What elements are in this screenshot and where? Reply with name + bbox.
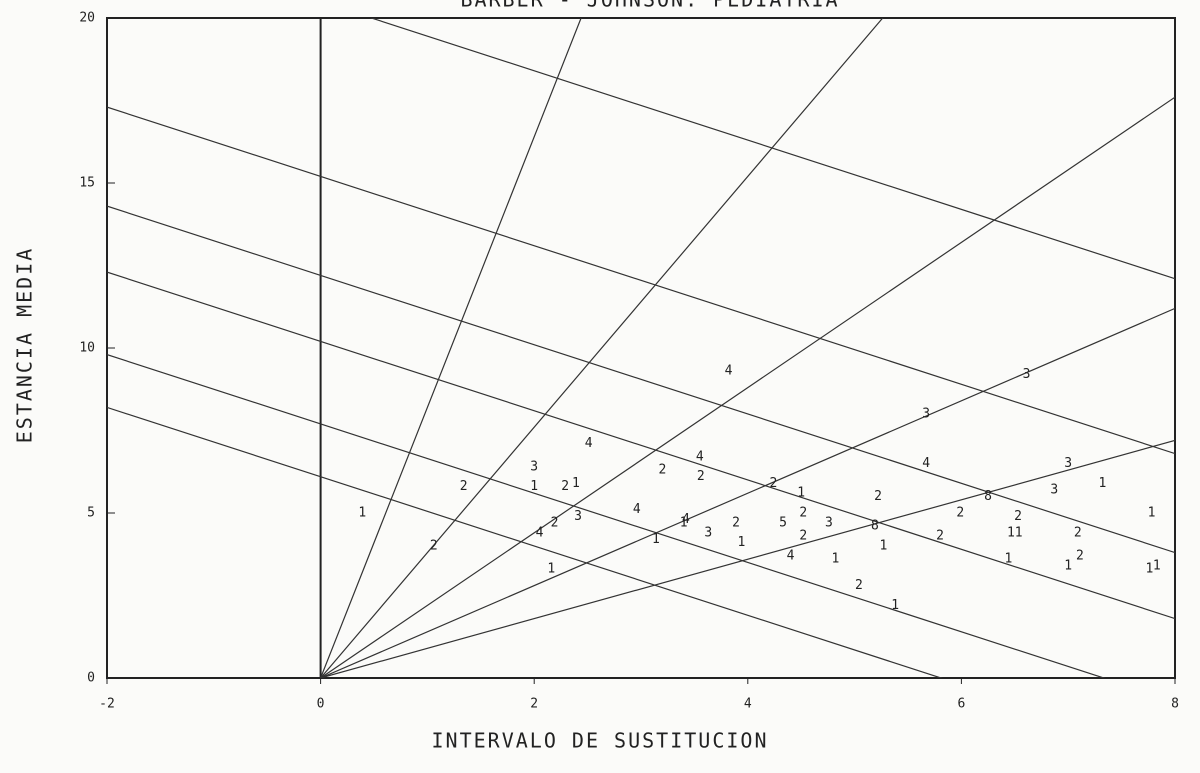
point-count: 1 [530,479,538,494]
y-tick-label: 0 [87,671,95,686]
point-count: 2 [799,529,807,544]
x-tick-label: 4 [744,697,752,712]
point-count: 3 [825,515,833,530]
x-tick-label: 6 [957,697,965,712]
point-count: 1 [572,476,580,491]
y-axis-label: ESTANCIA MEDIA [13,247,37,444]
point-count: 1 [358,506,366,521]
point-count: 8 [984,489,992,504]
point-count: 1 [1148,506,1156,521]
x-tick-label: -2 [99,697,115,712]
point-count: 1 [680,515,688,530]
point-count: 1 [1153,558,1161,573]
y-tick-label: 10 [79,341,95,356]
point-count: 3 [1064,456,1072,471]
y-tick-label: 20 [79,11,95,26]
point-count: 4 [585,436,593,451]
turnover-line [107,354,1106,678]
point-count: 1 [737,535,745,550]
turnover-line [107,406,944,678]
point-count: 2 [1074,525,1082,540]
point-count: 2 [874,489,882,504]
point-count: 3 [574,509,582,524]
point-count: 2 [1076,548,1084,563]
point-count: 2 [1014,509,1022,524]
point-count: 5 [779,515,787,530]
plot-frame [106,17,1176,679]
point-count: 4 [633,502,641,517]
point-count: 4 [725,364,733,379]
point-count: 2 [732,515,740,530]
x-tick-label: 0 [317,697,325,712]
point-count: 2 [460,479,468,494]
point-count: 1 [1004,552,1012,567]
point-count: 4 [682,512,690,527]
y-tick-label: 15 [79,176,95,191]
point-count: 1 [1098,476,1106,491]
point-count: 3 [704,525,712,540]
point-count: 2 [936,529,944,544]
x-axis-label: INTERVALO DE SUSTITUCION [432,729,769,753]
point-count: 3 [530,459,538,474]
point-count: 2 [697,469,705,484]
turnover-line [107,205,1175,554]
point-count: 2 [855,578,863,593]
x-tick-label: 8 [1171,697,1179,712]
point-count: 2 [956,506,964,521]
y-tick-label: 5 [87,506,95,521]
occupancy-line [320,439,1175,678]
point-count: 8 [871,519,879,534]
point-count: 11 [1007,525,1023,540]
point-count: 2 [799,506,807,521]
point-count: 1 [797,486,805,501]
point-count: 1 [891,598,899,613]
point-count: 4 [536,525,544,540]
occupancy-line [320,18,582,678]
point-count: 2 [658,463,666,478]
point-count: 4 [922,456,930,471]
point-count: 1 [1064,558,1072,573]
point-count: 1 [547,562,555,577]
point-count: 3 [1050,482,1058,497]
chart-title: BARBER - JOHNSON: PEDIATRIA [460,0,839,12]
point-count: 2 [770,476,778,491]
reference-lines [107,18,1175,678]
x-tick-label: 2 [530,697,538,712]
point-count: 3 [1023,367,1031,382]
point-count: 1 [652,532,660,547]
point-count: 2 [430,539,438,554]
point-count: 4 [787,548,795,563]
turnover-line [107,271,1175,620]
point-count: 1 [1145,562,1153,577]
turnover-line [369,18,1175,280]
point-count: 4 [696,449,704,464]
occupancy-line [320,307,1175,678]
occupancy-line [320,18,884,678]
point-count: 1 [880,539,888,554]
point-count: 3 [922,407,930,422]
turnover-line [107,106,1175,455]
point-count: 1 [831,552,839,567]
point-count: 2 [561,479,569,494]
point-count: 2 [551,515,559,530]
occupancy-line [320,96,1175,678]
